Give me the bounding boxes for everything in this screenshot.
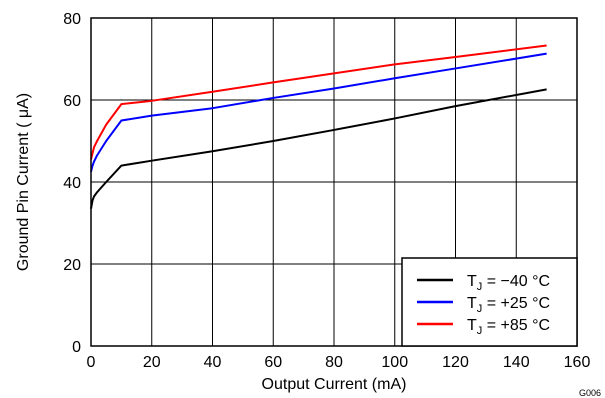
- grid: [91, 18, 577, 346]
- y-tick-label: 80: [63, 11, 81, 28]
- figure-code: G006: [579, 388, 601, 398]
- legend-label-main: T: [467, 295, 477, 312]
- legend-label-main: T: [467, 273, 477, 290]
- legend-label-subscript: J: [477, 303, 483, 315]
- legend-label-subscript: J: [477, 281, 483, 293]
- legend-label-1: TJ = +25 °C: [467, 295, 550, 315]
- legend: TJ = −40 °CTJ = +25 °CTJ = +85 °C: [401, 257, 578, 347]
- legend-label-rest: = +25 °C: [482, 295, 550, 312]
- legend-label-rest: = −40 °C: [482, 273, 550, 290]
- tick-labels: 0 20 40 60 80 100 120 140 160 0 20 40 60 80: [63, 11, 590, 371]
- y-tick-label: 0: [72, 339, 81, 356]
- legend-label-2: TJ = +85 °C: [467, 317, 550, 337]
- legend-label-subscript: J: [477, 325, 483, 337]
- series-line-2: [90, 44, 547, 160]
- x-tick-label: 80: [325, 354, 343, 371]
- x-tick-label: 100: [381, 354, 408, 371]
- legend-label-0: TJ = −40 °C: [467, 273, 550, 293]
- x-tick-label: 60: [264, 354, 282, 371]
- y-tick-label: 60: [63, 93, 81, 110]
- plot-frame: [90, 17, 578, 347]
- legend-label-main: T: [467, 317, 477, 334]
- y-tick-label: 40: [63, 175, 81, 192]
- x-tick-label: 40: [204, 354, 222, 371]
- series-line-0: [90, 88, 547, 209]
- x-tick-label: 20: [143, 354, 161, 371]
- legend-label-rest: = +85 °C: [482, 317, 550, 334]
- x-tick-label: 0: [87, 354, 96, 371]
- x-tick-label: 140: [503, 354, 530, 371]
- x-tick-label: 160: [564, 354, 591, 371]
- x-tick-label: 120: [442, 354, 469, 371]
- series-lines: [90, 44, 547, 209]
- series-line-1: [90, 52, 547, 172]
- y-tick-label: 20: [63, 257, 81, 274]
- y-axis-label: Ground Pin Current ( μA): [15, 93, 32, 271]
- x-axis-label: Output Current (mA): [262, 376, 407, 393]
